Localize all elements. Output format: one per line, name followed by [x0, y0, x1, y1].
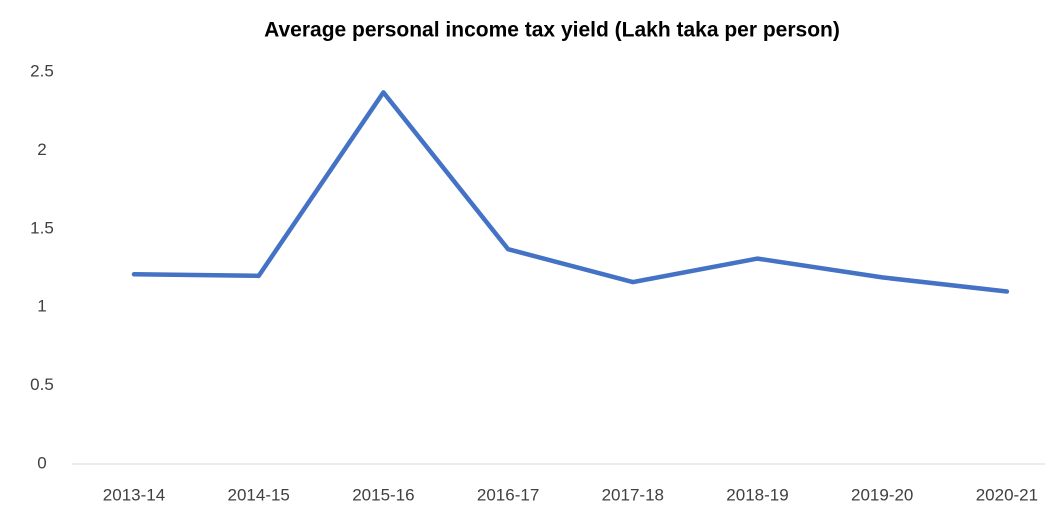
x-tick-label: 2014-15 — [228, 485, 290, 504]
x-tick-label: 2019-20 — [851, 485, 913, 504]
line-series — [131, 90, 1010, 294]
x-tick-label: 2018-19 — [726, 485, 788, 504]
chart-title: Average personal income tax yield (Lakh … — [264, 19, 840, 42]
y-tick-label: 0 — [37, 453, 46, 472]
y-tick-label: 2.5 — [30, 61, 54, 80]
x-tick-label: 2020-21 — [976, 485, 1038, 504]
x-tick-label: 2017-18 — [602, 485, 664, 504]
x-tick-label: 2016-17 — [477, 485, 539, 504]
y-tick-label: 2 — [37, 140, 46, 159]
y-tick-label: 1 — [37, 297, 46, 316]
x-tick-label: 2013-14 — [103, 485, 165, 504]
y-tick-label: 1.5 — [30, 218, 54, 237]
y-tick-label: 0.5 — [30, 375, 54, 394]
x-tick-label: 2015-16 — [352, 485, 414, 504]
